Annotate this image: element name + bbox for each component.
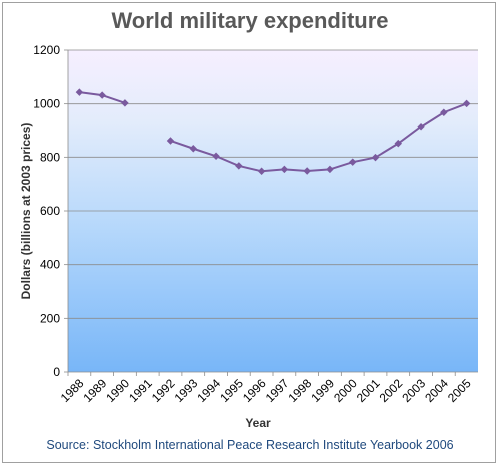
data-point bbox=[75, 88, 84, 96]
data-point bbox=[166, 137, 175, 145]
y-tick-label: 200 bbox=[40, 311, 60, 325]
data-point bbox=[121, 99, 129, 107]
data-points bbox=[75, 88, 471, 176]
data-point bbox=[257, 167, 266, 176]
data-point bbox=[348, 158, 357, 166]
x-tick-label: 1988 bbox=[58, 376, 87, 405]
y-tick-label: 800 bbox=[40, 150, 60, 164]
x-tick-label: 1991 bbox=[126, 376, 155, 405]
data-point bbox=[189, 145, 198, 153]
x-tick-labels: 1988198919901991199219931994199519961997… bbox=[58, 372, 474, 405]
data-point bbox=[462, 99, 471, 108]
x-tick-label: 1995 bbox=[217, 376, 246, 405]
data-point bbox=[394, 139, 403, 148]
y-tick-label: 400 bbox=[40, 258, 60, 272]
x-tick-label: 2001 bbox=[354, 376, 383, 405]
y-axis-title: Dollars (billions at 2003 prices) bbox=[19, 123, 33, 300]
data-point bbox=[280, 165, 289, 174]
x-tick-label: 1994 bbox=[194, 376, 223, 405]
chart-source: Source: Stockholm International Peace Re… bbox=[46, 438, 454, 452]
x-tick-label: 2003 bbox=[399, 376, 428, 405]
x-tick-label: 1992 bbox=[149, 376, 178, 405]
x-axis-title: Year bbox=[245, 416, 271, 430]
series-line bbox=[170, 102, 467, 173]
x-tick-label: 1997 bbox=[263, 376, 292, 405]
data-point bbox=[326, 165, 334, 174]
data-point bbox=[235, 162, 243, 170]
x-tick-label: 1999 bbox=[308, 376, 337, 405]
data-point bbox=[98, 91, 106, 99]
y-tick-label: 0 bbox=[53, 365, 60, 379]
y-tick-label: 600 bbox=[40, 204, 60, 218]
data-point bbox=[440, 108, 448, 116]
y-tick-label: 1000 bbox=[33, 97, 60, 111]
x-tick-label: 2005 bbox=[445, 376, 474, 405]
x-tick-label: 2002 bbox=[377, 376, 406, 405]
data-point bbox=[303, 167, 311, 175]
data-point bbox=[212, 152, 220, 160]
x-tick-label: 2004 bbox=[422, 376, 451, 405]
x-tick-label: 1998 bbox=[286, 376, 315, 405]
x-tick-label: 2000 bbox=[331, 376, 360, 405]
data-point bbox=[371, 153, 380, 162]
data-point bbox=[417, 123, 425, 131]
x-tick-label: 1989 bbox=[81, 376, 110, 405]
x-tick-label: 1990 bbox=[103, 376, 132, 405]
y-tick-label: 1200 bbox=[33, 43, 60, 57]
x-tick-label: 1993 bbox=[172, 376, 201, 405]
y-tick-labels: 0 200 400 600 800 1000 1200 bbox=[33, 43, 60, 379]
chart-title: World military expenditure bbox=[111, 8, 389, 33]
x-tick-label: 1996 bbox=[240, 376, 269, 405]
